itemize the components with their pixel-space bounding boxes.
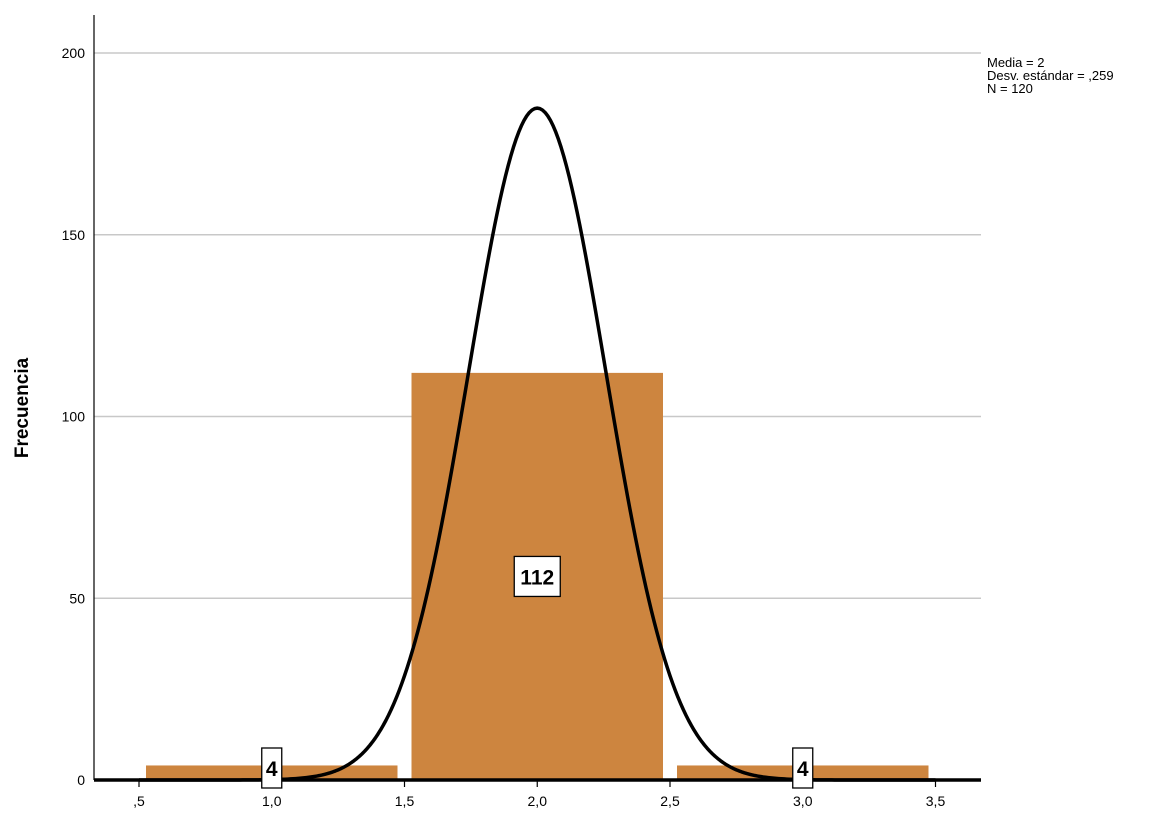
x-tick-label: 3,5 <box>926 793 946 809</box>
data-labels: 4 112 4 <box>261 555 814 789</box>
data-label-text: 112 <box>520 566 554 589</box>
x-tick-label: 3,0 <box>793 793 813 809</box>
data-label: 4 <box>261 747 283 789</box>
x-tick-label: ,5 <box>133 793 145 809</box>
y-tick-label: 100 <box>62 409 86 425</box>
stats-n: N = 120 <box>987 81 1033 96</box>
data-label: 4 <box>792 747 814 789</box>
y-axis-label: Frecuencia <box>12 357 33 458</box>
stats-mean: Media = 2 <box>987 55 1045 70</box>
stats-legend: Media = 2 Desv. estándar = ,259 N = 120 <box>987 56 1114 95</box>
x-tick-label: 1,5 <box>395 793 415 809</box>
x-tick-label: 2,0 <box>528 793 548 809</box>
y-tick-label: 150 <box>62 227 86 243</box>
data-label-box <box>513 555 561 598</box>
data-label-text: 4 <box>266 758 278 781</box>
data-label-box <box>792 747 814 789</box>
y-tick-label: 0 <box>77 772 85 788</box>
axes: 0 50 100 150 200 ,5 1,0 1,5 2,0 2,5 3,0 3,5 <box>62 15 981 809</box>
data-label: 112 <box>513 555 561 598</box>
data-label-text: 4 <box>797 758 809 781</box>
x-tick-label: 2,5 <box>660 793 680 809</box>
stats-sd: Desv. estándar = ,259 <box>987 68 1114 83</box>
x-tick-label: 1,0 <box>262 793 282 809</box>
data-label-box <box>261 747 283 789</box>
y-tick-label: 200 <box>62 45 86 61</box>
bars <box>146 372 929 780</box>
y-tick-label: 50 <box>69 590 85 606</box>
